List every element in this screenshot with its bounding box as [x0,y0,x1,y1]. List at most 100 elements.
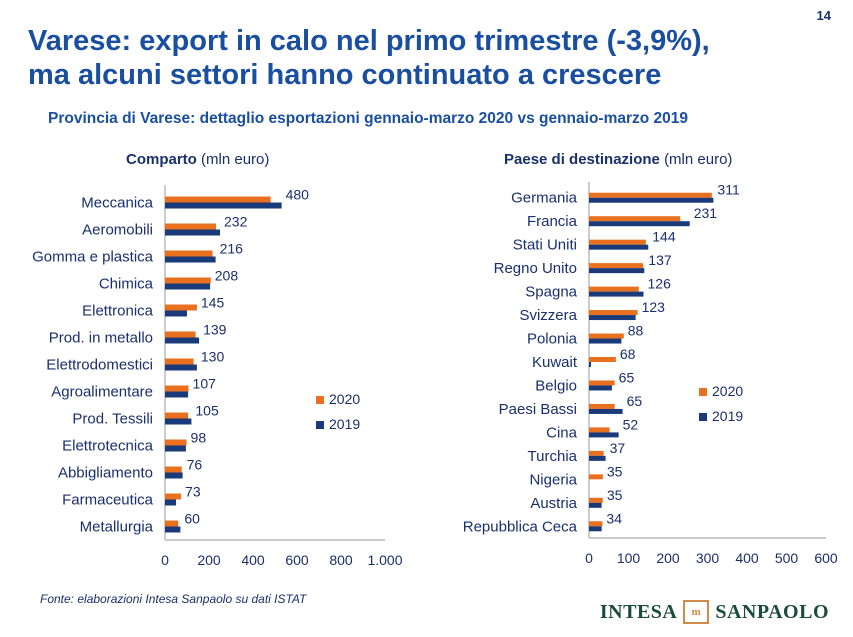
bar-2019 [589,385,612,391]
data-label: 65 [619,369,635,385]
category-label: Paesi Bassi [499,401,577,418]
bar-2019 [165,337,200,344]
right-chart-title: Paese di destinazione (mln euro) [504,151,732,168]
right-chart-title-bold: Paese di destinazione [504,151,660,168]
legend-swatch-2019 [316,421,324,429]
x-tick-label: 100 [617,550,641,566]
data-label: 231 [694,205,718,221]
bar-2019 [589,338,622,344]
category-label: Francia [527,213,578,230]
category-label: Elettronica [82,303,154,320]
category-label: Chimica [99,276,154,293]
bar-2019 [165,364,197,371]
data-label: 145 [201,295,225,311]
category-label: Elettrodomestici [46,357,153,374]
bar-2020 [165,358,194,365]
category-label: Regno Unito [494,260,577,277]
bar-2020 [165,466,182,473]
data-label: 37 [610,440,626,456]
category-label: Germania [511,190,578,207]
bar-2020 [589,497,603,503]
bar-2020 [165,493,182,500]
page-number: 14 [816,8,831,23]
x-tick-label: 300 [696,550,720,566]
data-label: 123 [642,299,666,315]
legend-swatch-2020 [316,396,324,404]
bar-2020 [589,427,610,433]
category-label: Farmaceutica [62,492,154,509]
data-label: 137 [648,252,672,268]
bar-2019 [165,472,183,479]
bar-2020 [165,196,271,203]
logo-mark-icon: m [683,600,710,624]
bar-2020 [589,450,604,456]
bar-2020 [165,385,189,392]
category-label: Stati Uniti [513,237,577,254]
logo-text-intesa: INTESA [599,600,678,623]
x-tick-label: 600 [285,552,309,568]
legend-label-2020: 2020 [329,391,360,407]
bar-2020 [165,250,213,257]
bar-2020 [165,439,187,446]
x-tick-label: 0 [585,550,593,566]
category-label: Cina [546,424,578,441]
bar-2020 [165,331,196,338]
category-label: Austria [530,495,577,512]
x-tick-label: 600 [814,550,838,566]
logo-text-sanpaolo: SANPAOLO [715,600,829,623]
bar-2020 [589,474,603,480]
bar-2019 [165,283,211,290]
page-title: Varese: export in calo nel primo trimest… [28,24,808,92]
data-label: 60 [184,511,200,527]
bar-2019 [165,445,186,452]
bar-2019 [589,291,644,297]
category-label: Agroalimentare [51,384,153,401]
x-tick-label: 200 [197,552,221,568]
category-label: Prod. Tessili [72,411,153,428]
left-chart-title-bold: Comparto [126,151,197,168]
category-label: Spagna [525,284,577,301]
bar-2020 [589,192,712,198]
bar-2020 [165,304,197,311]
paese-chart: Germania 311 Francia 231 Stati Uniti 144 Regno… [463,182,838,566]
data-label: 34 [606,510,622,526]
source-note: Fonte: elaborazioni Intesa Sanpaolo su d… [40,592,307,606]
data-label: 144 [652,229,676,245]
left-chart-title-unit: (mln euro) [201,151,270,168]
x-tick-label: 400 [241,552,265,568]
title-line-1: Varese: export in calo nel primo trimest… [28,25,710,57]
x-tick-label: 400 [735,550,759,566]
bar-2020 [589,310,638,316]
data-label: 52 [623,416,639,432]
bar-2019 [165,256,216,263]
data-label: 68 [620,346,636,362]
data-label: 126 [648,276,672,292]
category-label: Svizzera [519,307,577,324]
bar-2019 [589,315,636,321]
category-label: Metallurgia [80,519,154,536]
legend-swatch-2019 [699,413,707,421]
title-line-2: ma alcuni settori hanno continuato a cre… [28,59,662,91]
bar-2019 [589,432,619,438]
bar-2019 [589,221,690,227]
category-label: Turchia [528,448,578,465]
bar-2019 [165,229,220,236]
category-label: Gomma e plastica [32,249,154,266]
data-label: 480 [286,187,310,203]
bar-2020 [589,239,646,245]
data-label: 76 [187,457,203,473]
comparto-chart: Meccanica 480 Aeromobili 232 Gomma e plastic… [32,185,403,568]
legend-label-2020: 2020 [712,383,743,399]
x-tick-label: 500 [775,550,799,566]
bar-2019 [589,197,714,203]
data-label: 130 [201,349,225,365]
data-label: 216 [220,241,244,257]
category-label: Repubblica Ceca [463,518,578,535]
bar-2019 [165,418,192,425]
x-tick-label: 0 [161,552,169,568]
data-label: 232 [224,214,248,230]
bar-2020 [165,412,189,419]
data-label: 105 [195,403,219,419]
x-tick-label: 1.000 [367,552,402,568]
bar-2019 [589,408,623,414]
